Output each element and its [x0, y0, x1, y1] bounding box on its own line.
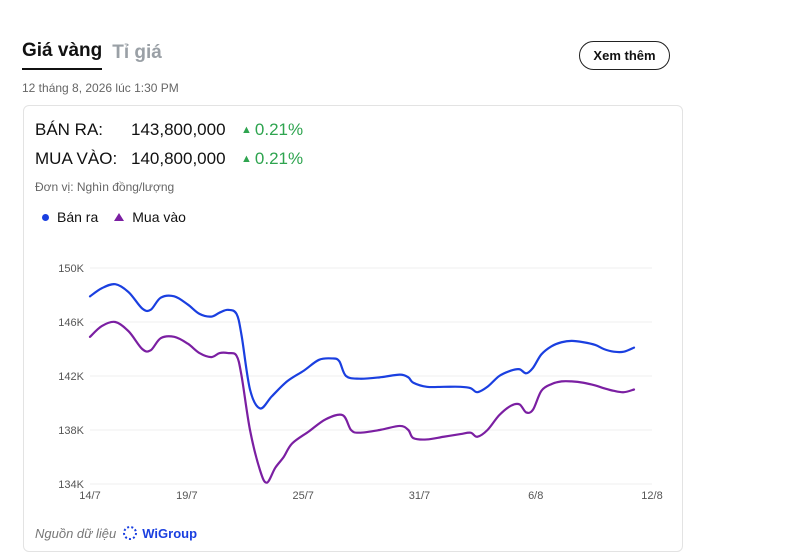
- buy-price-row: MUA VÀO: 140,800,000 ▲ 0.21%: [35, 149, 303, 169]
- y-tick-label: 142K: [58, 371, 84, 383]
- timestamp: 12 tháng 8, 2026 lúc 1:30 PM: [22, 81, 179, 95]
- series-line-buy: [88, 320, 636, 484]
- buy-label: MUA VÀO:: [35, 149, 118, 168]
- view-more-button[interactable]: Xem thêm: [579, 41, 670, 70]
- x-tick-label: 14/7: [79, 490, 100, 502]
- source-prefix: Nguồn dữ liệu: [35, 525, 117, 541]
- source-brand-name: WiGroup: [142, 525, 198, 541]
- legend-label-buy: Mua vào: [132, 209, 186, 225]
- sell-value: 143,800,000: [131, 120, 226, 139]
- y-tick-label: 138K: [58, 425, 84, 437]
- y-tick-label: 146K: [58, 317, 84, 329]
- buy-value: 140,800,000: [131, 149, 226, 168]
- data-source: Nguồn dữ liệu WiGroup: [35, 525, 197, 541]
- sell-change-value: 0.21%: [254, 120, 304, 139]
- legend-item-buy[interactable]: Mua vào: [114, 209, 186, 225]
- up-arrow-icon: ▲: [241, 124, 252, 136]
- series-line-sell: [88, 282, 636, 410]
- circle-marker-icon: [42, 213, 49, 221]
- x-tick-label: 19/7: [176, 490, 197, 502]
- up-arrow-icon: ▲: [241, 153, 252, 165]
- tab-bar: Giá vàng Tỉ giá: [22, 40, 162, 70]
- triangle-marker-icon: [114, 213, 125, 221]
- unit-label: Đơn vị: Nghìn đồng/lượng: [35, 180, 175, 194]
- x-tick-label: 6/8: [528, 490, 543, 502]
- tab-gold-price[interactable]: Giá vàng: [22, 40, 103, 70]
- tab-exchange-rate[interactable]: Tỉ giá: [112, 42, 162, 63]
- x-tick-label: 25/7: [292, 490, 313, 502]
- y-tick-label: 134K: [58, 479, 84, 491]
- sell-label: BÁN RA:: [35, 120, 104, 139]
- sell-change: ▲ 0.21%: [241, 120, 303, 140]
- x-tick-label: 12/8: [641, 490, 662, 502]
- legend-item-sell[interactable]: Bán ra: [42, 209, 98, 225]
- buy-change-value: 0.21%: [254, 149, 304, 168]
- y-tick-label: 150K: [58, 263, 84, 275]
- chart-legend: Bán ra Mua vào: [42, 209, 186, 225]
- gold-price-card: [23, 105, 683, 552]
- buy-change: ▲ 0.21%: [241, 149, 303, 169]
- sell-price-row: BÁN RA: 143,800,000 ▲ 0.21%: [35, 120, 303, 140]
- x-tick-label: 31/7: [409, 490, 430, 502]
- legend-label-sell: Bán ra: [57, 209, 99, 225]
- source-brand: WiGroup: [122, 525, 197, 541]
- wigroup-logo-icon: [123, 526, 138, 540]
